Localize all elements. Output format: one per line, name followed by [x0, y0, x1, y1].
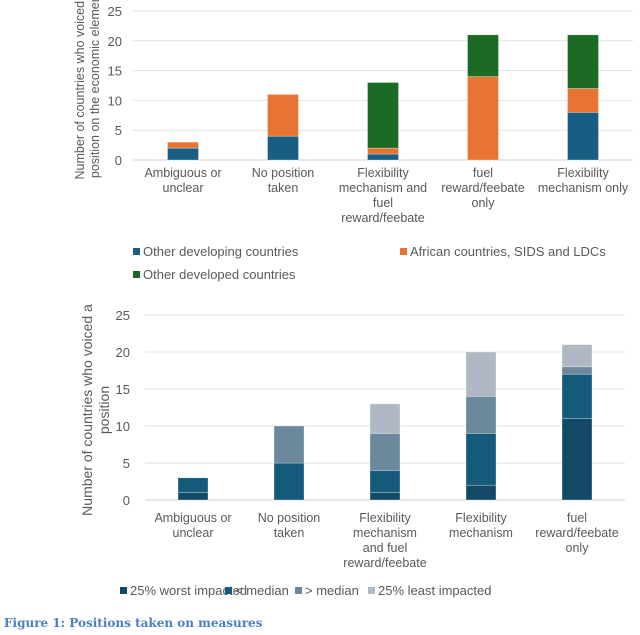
y-axis-label-line: Number of countries who voiced a — [79, 304, 95, 516]
x-category-label: reward/feebate — [535, 526, 618, 540]
bar-segment — [167, 141, 199, 149]
y-axis-label: Number of countries who voiced aposition — [79, 304, 112, 516]
bar-segment — [465, 396, 497, 434]
x-category-label: reward/feebate — [343, 556, 426, 570]
bar-segment — [561, 373, 593, 419]
legend-label: African countries, SIDS and LDCs — [410, 244, 606, 259]
y-tick-label: 10 — [108, 93, 122, 108]
legend-label: 25% least impacted — [378, 583, 491, 598]
x-category-label: fuel — [567, 511, 587, 525]
x-category-label: Ambiguous or — [154, 511, 231, 525]
bar-segment — [367, 147, 399, 155]
bar-segment — [369, 470, 401, 493]
bar-segment — [369, 433, 401, 471]
bar-segment — [273, 425, 305, 464]
y-axis-label-line: position on the economic element — [88, 0, 102, 178]
x-category-label: only — [472, 196, 496, 210]
legend-swatch — [400, 248, 407, 255]
bar-segment — [561, 418, 593, 501]
x-category-label: reward/feebate — [341, 211, 424, 225]
bar-segment — [561, 366, 593, 375]
x-category-label: unclear — [173, 526, 214, 540]
x-category-label: mechanism only — [538, 181, 629, 195]
bar-segment — [177, 477, 209, 493]
bar-segment — [567, 88, 599, 113]
legend-swatch — [368, 587, 375, 594]
x-category-label: reward/feebate — [441, 181, 524, 195]
bar-segment — [561, 344, 593, 368]
y-tick-label: 20 — [116, 345, 130, 360]
x-category-label: Ambiguous or — [144, 166, 221, 180]
legend-label: 25% worst impacted — [130, 583, 247, 598]
x-category-label: taken — [268, 181, 299, 195]
x-category-label: No position — [258, 511, 321, 525]
y-tick-label: 0 — [115, 153, 122, 168]
bar-segment — [267, 135, 299, 161]
legend-swatch — [295, 587, 302, 594]
legend-label: < median — [235, 583, 289, 598]
y-tick-label: 5 — [123, 456, 130, 471]
bar-segment — [267, 94, 299, 137]
bar-segment — [369, 403, 401, 434]
legend-swatch — [133, 248, 140, 255]
y-tick-label: 15 — [108, 64, 122, 79]
x-category-label: only — [566, 541, 590, 555]
legend-label: Other developed countries — [143, 267, 296, 282]
x-category-label: mechanism — [449, 526, 513, 540]
bar-segment — [177, 492, 209, 501]
x-category-label: taken — [274, 526, 305, 540]
figure-caption: Figure 1: Positions taken on measures — [4, 616, 263, 630]
legend-swatch — [133, 271, 140, 278]
y-tick-label: 25 — [108, 4, 122, 19]
y-axis-label: Number of countries who voiced aposition… — [73, 0, 102, 179]
legend-swatch — [225, 587, 232, 594]
bar-segment — [367, 153, 399, 161]
x-category-label: Flexibility — [455, 511, 507, 525]
bar-segment — [167, 147, 199, 161]
y-tick-label: 15 — [116, 382, 130, 397]
y-tick-label: 5 — [115, 123, 122, 138]
bar-segment — [465, 351, 497, 397]
x-category-label: No position — [252, 166, 315, 180]
bar-segment — [465, 484, 497, 501]
y-tick-label: 0 — [123, 493, 130, 508]
x-category-label: fuel — [373, 196, 393, 210]
y-tick-label: 25 — [116, 308, 130, 323]
bar-segment — [273, 462, 305, 501]
x-category-label: Flexibility — [357, 166, 409, 180]
x-category-label: Flexibility — [359, 511, 411, 525]
bar-segment — [567, 112, 599, 161]
y-axis-label-line: position — [96, 386, 112, 434]
bar-segment — [467, 34, 499, 77]
legend-label: Other developing countries — [143, 244, 299, 259]
legend-label: > median — [305, 583, 359, 598]
y-tick-label: 10 — [116, 419, 130, 434]
x-category-label: mechanism and — [339, 181, 427, 195]
x-category-label: and fuel — [363, 541, 407, 555]
x-category-label: unclear — [163, 181, 204, 195]
bar-segment — [369, 492, 401, 501]
x-category-label: Flexibility — [557, 166, 609, 180]
bar-segment — [567, 34, 599, 89]
y-axis-label-line: Number of countries who voiced a — [73, 0, 87, 179]
bar-segment — [367, 82, 399, 149]
bar-segment — [467, 76, 499, 161]
y-tick-label: 20 — [108, 34, 122, 49]
bar-segment — [465, 433, 497, 486]
x-category-label: mechanism — [353, 526, 417, 540]
x-category-label: fuel — [473, 166, 493, 180]
legend-swatch — [120, 587, 127, 594]
